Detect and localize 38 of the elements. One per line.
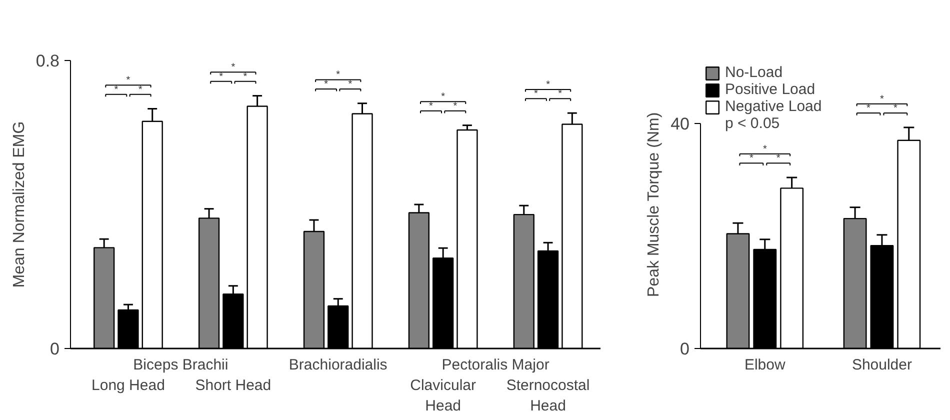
x-tick-label: Sternocostal Head bbox=[506, 376, 590, 414]
annotation: * bbox=[138, 84, 142, 96]
y-tick-label: 0 bbox=[50, 340, 60, 358]
annotation: * bbox=[749, 153, 754, 164]
x-tick-label: Shoulder bbox=[852, 356, 912, 374]
annotation: * bbox=[453, 100, 458, 112]
legend-label: Negative Load bbox=[725, 98, 822, 115]
annotation: * bbox=[126, 75, 130, 86]
annotation: * bbox=[762, 144, 767, 155]
text: Pectoralis Major bbox=[442, 356, 550, 374]
annotation: p < 0.05 bbox=[725, 115, 780, 132]
legend-label: Positive Load bbox=[725, 81, 816, 98]
annotation: * bbox=[324, 78, 328, 90]
annotation: * bbox=[348, 78, 352, 90]
y-axis-title: Mean Normalized EMG bbox=[10, 121, 28, 288]
x-tick-label: Long Head bbox=[92, 376, 165, 394]
y-axis-title: Peak Muscle Torque (Nm) bbox=[646, 112, 663, 297]
text: * bbox=[893, 103, 898, 114]
text: * bbox=[880, 94, 884, 105]
text: * bbox=[866, 103, 871, 114]
annotation: * bbox=[429, 100, 434, 112]
legend-label: No-Load bbox=[725, 64, 783, 81]
y-tick-label: 0.8 bbox=[36, 52, 60, 70]
annotation: * bbox=[114, 84, 118, 96]
annotation: * bbox=[219, 71, 224, 82]
annotation: * bbox=[231, 62, 236, 74]
x-tick-label: Clavicular Head bbox=[410, 376, 476, 414]
annotation: * bbox=[243, 71, 248, 82]
annotation: * bbox=[441, 92, 446, 103]
annotation: * bbox=[336, 70, 340, 81]
annotation: * bbox=[546, 79, 550, 90]
x-tick-label: Elbow bbox=[744, 356, 786, 374]
annotation: * bbox=[776, 153, 780, 164]
y-tick-label: 40 bbox=[670, 114, 690, 134]
x-tick-label: Brachioradialis bbox=[288, 356, 388, 374]
y-tick-label: 0 bbox=[680, 340, 690, 358]
x-tick-label: Short Head bbox=[195, 376, 272, 394]
text: Biceps Brachii bbox=[133, 356, 228, 374]
